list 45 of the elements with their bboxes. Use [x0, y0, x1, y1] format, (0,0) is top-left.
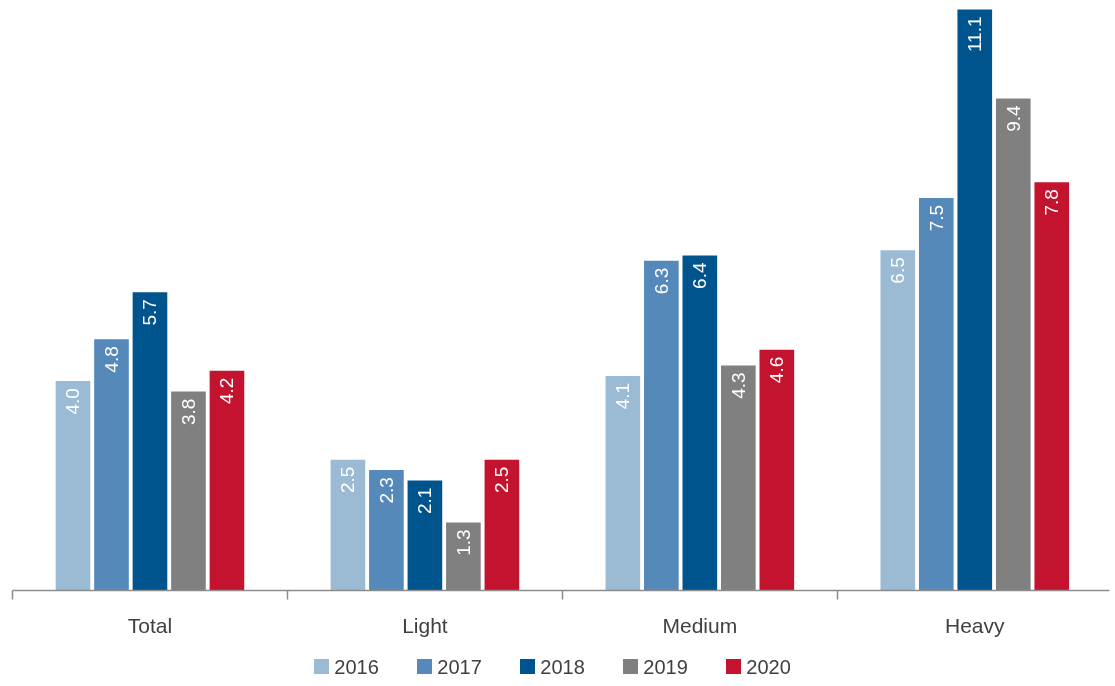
x-tick-label: Heavy	[945, 613, 1006, 637]
data-label: 6.3	[650, 267, 672, 295]
bar	[55, 381, 91, 591]
data-label: 4.3	[727, 372, 749, 399]
bar	[94, 339, 129, 591]
bar	[880, 250, 916, 591]
data-label: 4.6	[766, 356, 788, 384]
x-tick-label: Total	[127, 613, 173, 637]
legend-label: 2018	[540, 655, 585, 678]
data-label: 3.8	[177, 398, 199, 425]
bar	[957, 9, 993, 591]
data-label: 4.0	[62, 388, 84, 415]
bar	[918, 197, 954, 591]
bar	[1034, 182, 1070, 591]
data-label: 7.5	[925, 204, 947, 232]
bar	[132, 292, 168, 591]
data-label: 11.1	[964, 16, 986, 53]
data-label: 9.4	[1002, 105, 1024, 132]
x-tick-label: Medium	[662, 613, 738, 637]
data-label: 1.3	[452, 529, 474, 556]
bar	[484, 459, 520, 591]
data-label: 2.1	[414, 487, 436, 514]
bar	[369, 470, 404, 591]
data-label: 2.3	[375, 477, 397, 504]
legend-label: 2017	[437, 655, 482, 678]
bar	[682, 255, 718, 591]
bar	[407, 480, 443, 591]
data-label: 4.1	[612, 382, 634, 410]
data-label: 5.7	[139, 299, 161, 326]
data-label: 4.8	[100, 346, 122, 373]
bar	[209, 370, 245, 591]
bar	[644, 260, 679, 591]
data-label: 2.5	[491, 466, 513, 494]
data-label: 4.2	[216, 377, 238, 405]
bar	[330, 459, 366, 591]
bar	[605, 375, 641, 591]
data-label: 7.8	[1041, 189, 1063, 216]
data-label: 2.5	[337, 466, 359, 494]
bar	[759, 349, 795, 591]
x-tick-label: Light	[402, 613, 448, 637]
data-label: 6.4	[689, 262, 711, 289]
legend-label: 2016	[334, 655, 379, 678]
data-label: 6.5	[887, 257, 909, 284]
legend-label: 2019	[643, 655, 688, 678]
legend-label: 2020	[746, 655, 791, 678]
